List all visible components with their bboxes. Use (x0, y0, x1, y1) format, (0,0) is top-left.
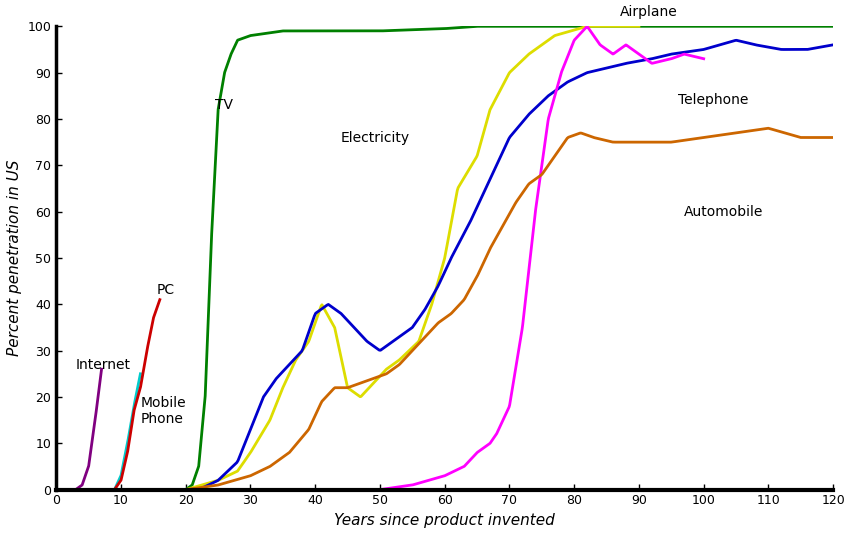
Text: TV: TV (215, 98, 233, 112)
Text: Electricity: Electricity (341, 131, 411, 144)
Y-axis label: Percent penetration in US: Percent penetration in US (7, 160, 22, 356)
Text: Telephone: Telephone (678, 94, 748, 108)
X-axis label: Years since product invented: Years since product invented (334, 513, 556, 528)
Text: Mobile
Phone: Mobile Phone (141, 396, 186, 426)
Text: Airplane: Airplane (619, 5, 677, 19)
Text: Automobile: Automobile (684, 204, 763, 219)
Text: PC: PC (157, 284, 175, 297)
Text: Internet: Internet (76, 357, 130, 371)
